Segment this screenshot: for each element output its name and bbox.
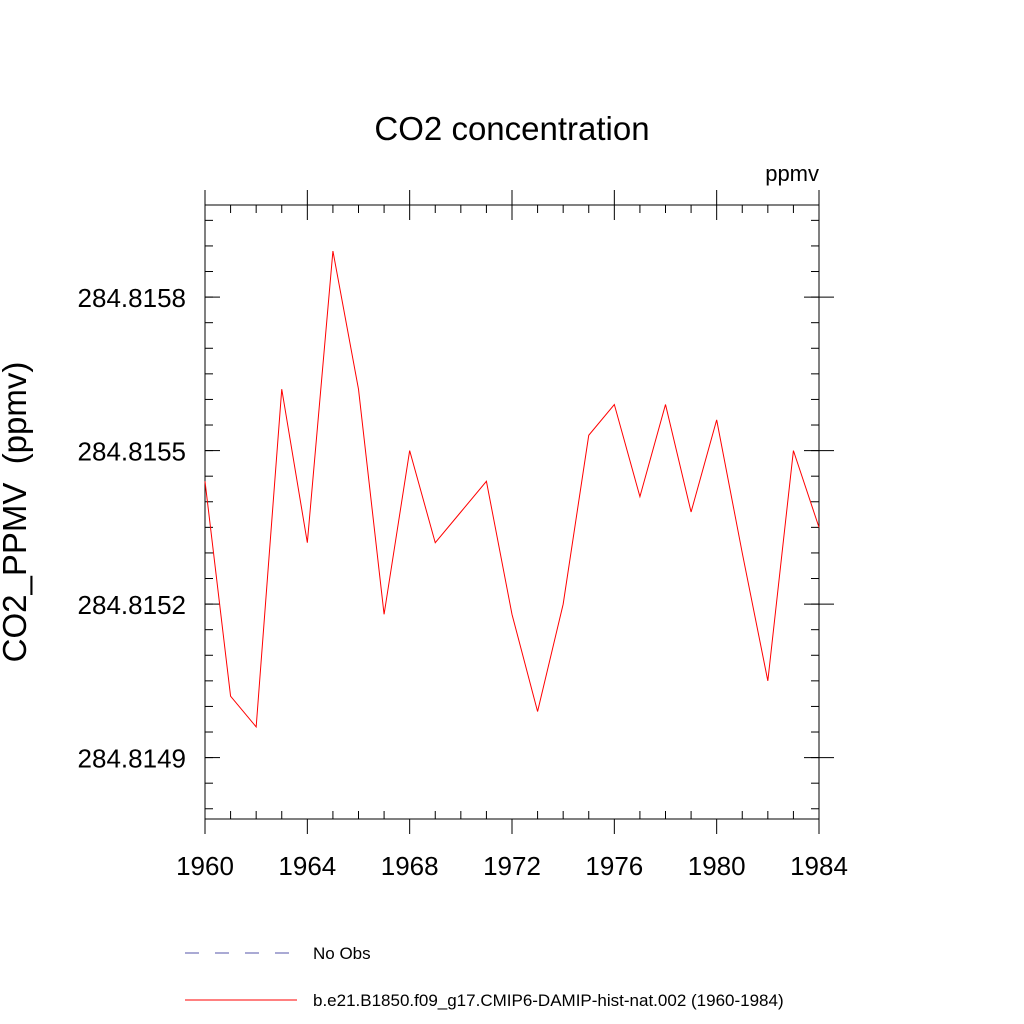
series-line-1 [204,250,820,729]
x-tick-label: 1972 [483,851,541,881]
y-tick-label: 284.8158 [78,283,186,313]
x-tick-label: 1964 [278,851,336,881]
x-tick-label: 1976 [585,851,643,881]
y-tick-label: 284.8149 [78,744,186,774]
y-tick-label: 284.8152 [78,590,186,620]
legend-label-model-run: b.e21.B1850.f09_g17.CMIP6-DAMIP-hist-nat… [313,991,784,1010]
x-tick-label: 1984 [790,851,848,881]
series-lines [204,250,820,729]
x-tick-label: 1960 [176,851,234,881]
y-minor-ticks [205,219,819,810]
chart-title: CO2 concentration [374,110,649,147]
legend: No Obs b.e21.B1850.f09_g17.CMIP6-DAMIP-h… [185,944,784,1010]
x-tick-label: 1980 [688,851,746,881]
units-label: ppmv [765,161,819,186]
y-tick-label: 284.8155 [78,437,186,467]
plot-frame [204,204,820,820]
legend-label-no-obs: No Obs [313,944,371,963]
y-axis-label: CO2_PPMV (ppmv) [0,362,33,663]
x-tick-label: 1968 [381,851,439,881]
y-major-ticks: 284.8149 284.8152 284.8155 284.8158 [78,283,834,774]
x-ticks: 1960 1964 1968 1972 1976 1980 1984 [176,190,848,881]
